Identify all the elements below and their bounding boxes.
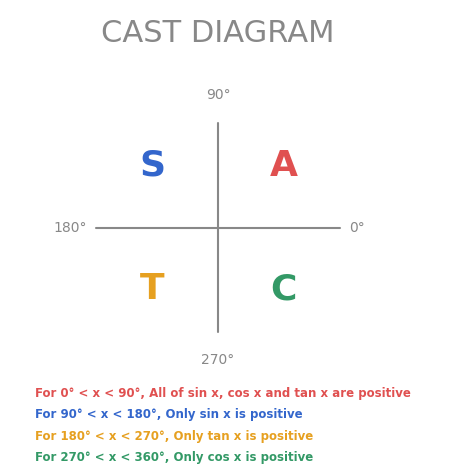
Text: T: T xyxy=(140,272,165,306)
Text: For 180° < x < 270°, Only tan x is positive: For 180° < x < 270°, Only tan x is posit… xyxy=(35,429,313,443)
Text: For 270° < x < 360°, Only cos x is positive: For 270° < x < 360°, Only cos x is posit… xyxy=(35,451,313,464)
Text: For 0° < x < 90°, All of sin x, cos x and tan x are positive: For 0° < x < 90°, All of sin x, cos x an… xyxy=(35,387,411,400)
Text: CAST DIAGRAM: CAST DIAGRAM xyxy=(101,18,335,48)
Text: S: S xyxy=(139,149,166,183)
Text: For 90° < x < 180°, Only sin x is positive: For 90° < x < 180°, Only sin x is positi… xyxy=(35,408,302,421)
Text: 90°: 90° xyxy=(206,88,230,102)
Text: 0°: 0° xyxy=(349,220,365,235)
Text: 180°: 180° xyxy=(54,220,87,235)
Text: C: C xyxy=(270,272,297,306)
Text: 270°: 270° xyxy=(201,353,235,367)
Text: A: A xyxy=(269,149,298,183)
